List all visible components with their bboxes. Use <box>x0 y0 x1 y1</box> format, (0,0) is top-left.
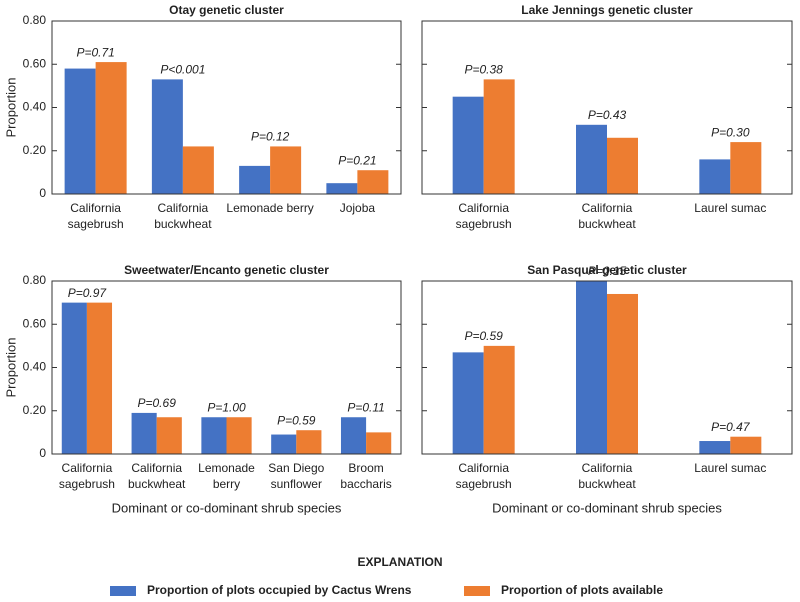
y-tick-label: 0.60 <box>23 316 47 330</box>
x-axis-label: Dominant or co-dominant shrub species <box>492 500 722 515</box>
bar <box>357 170 389 194</box>
p-value-label: P=0.30 <box>711 125 750 139</box>
x-tick-label: California sagebrush <box>456 201 512 231</box>
bar <box>607 293 638 454</box>
bar <box>326 183 358 194</box>
x-tick-label: California buckwheat <box>154 201 212 231</box>
plot-frame <box>421 280 793 455</box>
bar <box>95 62 127 195</box>
y-tick-label: 0.60 <box>23 56 47 70</box>
bar <box>452 96 484 194</box>
x-tick-label: Lemonade berry <box>226 201 313 215</box>
x-tick-label: California buckwheat <box>578 461 636 491</box>
p-value-label: P=0.12 <box>251 130 290 144</box>
p-value-label: P=0.69 <box>138 396 177 410</box>
p-value-label: P<0.001 <box>160 63 205 77</box>
y-tick-label: 0.40 <box>23 360 47 374</box>
panel-title: Otay genetic cluster <box>169 3 284 17</box>
panel-title: Sweetwater/Encanto genetic cluster <box>124 263 329 277</box>
bar <box>699 441 731 454</box>
x-tick-label: California buckwheat <box>578 201 636 231</box>
bar <box>340 417 367 454</box>
y-axis-label: Proportion <box>3 78 18 138</box>
bar <box>131 412 157 454</box>
x-axis-label: Dominant or co-dominant shrub species <box>112 500 342 515</box>
plot-frame <box>51 280 402 455</box>
x-tick-label: San Diego sunflower <box>268 461 324 491</box>
bar <box>296 430 322 454</box>
p-value-label: P=0.15 <box>588 264 627 278</box>
p-value-label: P=0.59 <box>277 413 316 427</box>
p-value-label: P=0.71 <box>76 45 114 59</box>
panel-title: Lake Jennings genetic cluster <box>521 3 693 17</box>
bar <box>64 68 96 194</box>
p-value-label: P=1.00 <box>207 400 246 414</box>
y-tick-label: 0.80 <box>23 273 47 287</box>
bar <box>61 302 87 454</box>
p-value-label: P=0.11 <box>347 400 384 414</box>
bar <box>86 302 113 454</box>
p-value-label: P=0.43 <box>588 108 627 122</box>
bar <box>239 165 271 194</box>
legend-label: Proportion of plots available <box>501 583 663 597</box>
bar <box>607 137 638 194</box>
bar <box>271 434 297 454</box>
x-tick-label: Laurel sumac <box>694 201 766 215</box>
legend-swatch <box>110 586 136 596</box>
bar <box>452 352 484 454</box>
p-value-label: P=0.59 <box>464 329 503 343</box>
y-tick-label: 0 <box>39 186 46 200</box>
plot-frame <box>51 20 402 195</box>
x-tick-label: Jojoba <box>340 201 376 215</box>
bar <box>730 436 762 454</box>
plot-frame <box>421 20 793 195</box>
x-tick-label: Lemonade berry <box>198 461 255 491</box>
p-value-label: P=0.21 <box>338 153 376 167</box>
bar <box>730 142 762 194</box>
bar <box>226 417 252 454</box>
legend-swatch <box>464 586 490 596</box>
p-value-label: P=0.97 <box>68 286 108 300</box>
panel-title: San Pasqual genetic cluster <box>527 263 687 277</box>
x-tick-label: California sagebrush <box>456 461 512 491</box>
bar <box>699 159 731 194</box>
bar <box>151 79 183 194</box>
y-tick-label: 0.40 <box>23 100 47 114</box>
legend-title: EXPLANATION <box>357 555 442 569</box>
y-tick-label: 0.20 <box>23 143 47 157</box>
bar <box>270 146 302 194</box>
bar <box>182 146 214 194</box>
x-tick-label: California sagebrush <box>59 461 115 491</box>
y-tick-label: 0 <box>39 446 46 460</box>
y-tick-label: 0.80 <box>23 13 47 27</box>
bar <box>576 124 607 194</box>
bar <box>156 417 182 454</box>
legend-label: Proportion of plots occupied by Cactus W… <box>147 583 412 597</box>
p-value-label: P=0.47 <box>711 420 751 434</box>
bar <box>483 345 515 454</box>
y-tick-label: 0.20 <box>23 403 47 417</box>
y-axis-label: Proportion <box>3 338 18 398</box>
x-tick-label: Broom baccharis <box>340 461 391 491</box>
bar <box>366 432 392 454</box>
x-tick-label: California sagebrush <box>68 201 124 231</box>
x-tick-label: Laurel sumac <box>694 461 766 475</box>
x-tick-label: California buckwheat <box>128 461 186 491</box>
p-value-label: P=0.38 <box>464 63 503 77</box>
bar <box>483 79 515 194</box>
bar <box>576 281 607 454</box>
bar <box>201 417 227 454</box>
